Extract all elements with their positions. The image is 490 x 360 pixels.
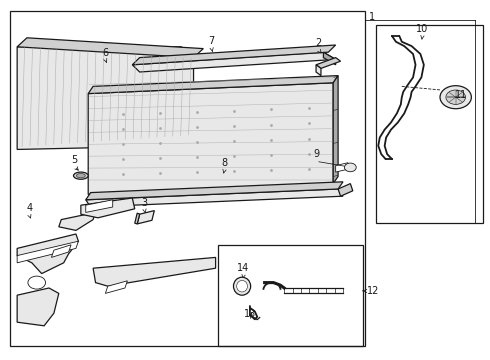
Polygon shape [336,163,348,172]
Circle shape [344,163,356,172]
Bar [10,11,365,346]
Text: 9: 9 [313,149,319,159]
Circle shape [440,86,471,109]
Text: 4: 4 [26,203,32,213]
Bar [218,245,363,346]
Polygon shape [132,52,336,72]
Polygon shape [316,65,321,76]
Text: 1: 1 [368,12,374,22]
Bar [376,25,483,223]
Polygon shape [17,47,194,149]
Polygon shape [93,257,216,286]
Polygon shape [338,184,353,196]
Polygon shape [86,200,113,212]
Ellipse shape [76,174,85,178]
Text: 8: 8 [221,158,227,168]
Polygon shape [323,52,336,65]
Text: 3: 3 [142,198,147,208]
Text: 11: 11 [454,90,466,100]
Text: 12: 12 [367,286,379,296]
Ellipse shape [237,280,247,292]
Polygon shape [86,182,343,200]
Polygon shape [132,45,336,65]
Polygon shape [86,189,343,207]
Ellipse shape [74,172,88,179]
Polygon shape [59,212,96,230]
Polygon shape [135,213,140,224]
Text: 10: 10 [416,24,428,34]
Circle shape [446,90,466,104]
Polygon shape [333,76,338,184]
Text: 14: 14 [237,263,249,273]
Polygon shape [88,83,333,194]
Polygon shape [51,245,71,257]
Text: 5: 5 [72,154,77,165]
Ellipse shape [234,277,250,295]
Polygon shape [88,76,338,94]
Text: 2: 2 [316,38,321,48]
Text: 6: 6 [102,48,108,58]
Polygon shape [81,198,135,218]
Polygon shape [17,234,78,274]
Text: 7: 7 [209,36,215,46]
Polygon shape [17,288,59,326]
Polygon shape [17,38,203,58]
Text: 13: 13 [244,309,256,319]
Polygon shape [137,211,154,224]
Polygon shape [17,241,78,263]
Polygon shape [105,281,127,293]
Circle shape [28,276,46,289]
Polygon shape [316,58,341,68]
